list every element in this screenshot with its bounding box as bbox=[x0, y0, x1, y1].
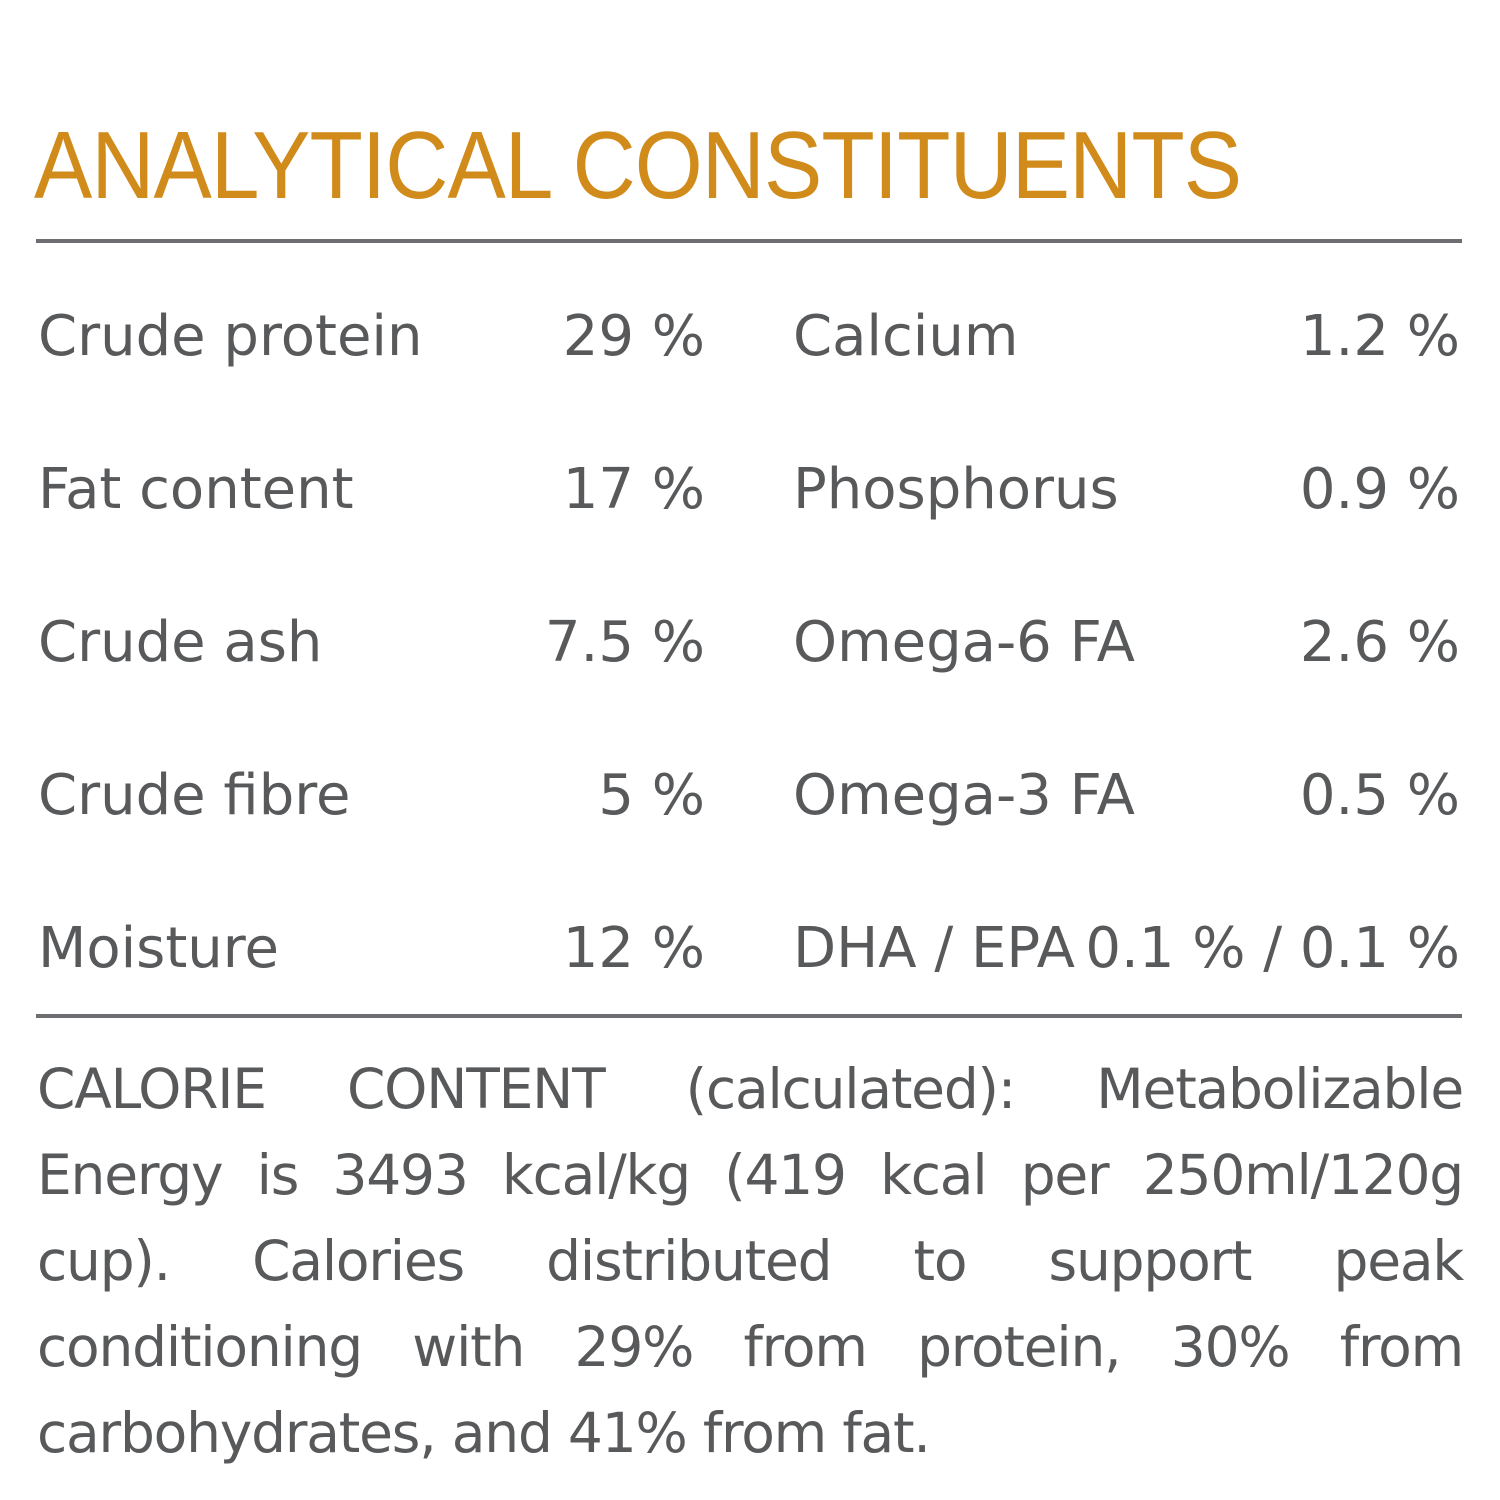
constituent-value: 1.2 % bbox=[1299, 304, 1460, 369]
constituent-value: 29 % bbox=[562, 304, 705, 369]
constituent-value: 7.5 % bbox=[544, 610, 705, 675]
constituent-value: 12 % bbox=[562, 916, 705, 981]
section-title: ANALYTICAL CONSTITUENTS bbox=[34, 112, 1242, 219]
constituent-value: 5 % bbox=[598, 763, 705, 828]
constituent-label: Crude fibre bbox=[38, 763, 351, 828]
table-row: Fat content 17 % Phosphorus 0.9 % bbox=[38, 435, 1460, 588]
constituent-value: 0.1 % / 0.1 % bbox=[1085, 916, 1460, 981]
constituent-label: Fat content bbox=[38, 457, 354, 522]
table-row: Crude ash 7.5 % Omega-6 FA 2.6 % bbox=[38, 588, 1460, 741]
constituent-label: Crude protein bbox=[38, 304, 423, 369]
calorie-content-text: CALORIE CONTENT (calculated): Metaboliza… bbox=[37, 1057, 1464, 1465]
constituent-label: Omega-6 FA bbox=[793, 610, 1135, 675]
top-divider bbox=[36, 239, 1462, 243]
constituent-value: 17 % bbox=[562, 457, 705, 522]
constituent-label: Calcium bbox=[793, 304, 1019, 369]
constituent-label: Crude ash bbox=[38, 610, 323, 675]
table-row: Crude fibre 5 % Omega-3 FA 0.5 % bbox=[38, 741, 1460, 894]
constituent-label: Moisture bbox=[38, 916, 280, 981]
constituent-value: 2.6 % bbox=[1299, 610, 1460, 675]
constituent-label: Omega-3 FA bbox=[793, 763, 1135, 828]
constituents-table: Crude protein 29 % Calcium 1.2 % Fat con… bbox=[38, 282, 1460, 1047]
bottom-divider bbox=[36, 1014, 1462, 1018]
table-row: Moisture 12 % DHA / EPA 0.1 % / 0.1 % bbox=[38, 894, 1460, 1047]
constituent-value: 0.5 % bbox=[1299, 763, 1460, 828]
constituent-label: DHA / EPA bbox=[793, 916, 1075, 981]
table-row: Crude protein 29 % Calcium 1.2 % bbox=[38, 282, 1460, 435]
constituent-label: Phosphorus bbox=[793, 457, 1119, 522]
constituent-value: 0.9 % bbox=[1299, 457, 1460, 522]
